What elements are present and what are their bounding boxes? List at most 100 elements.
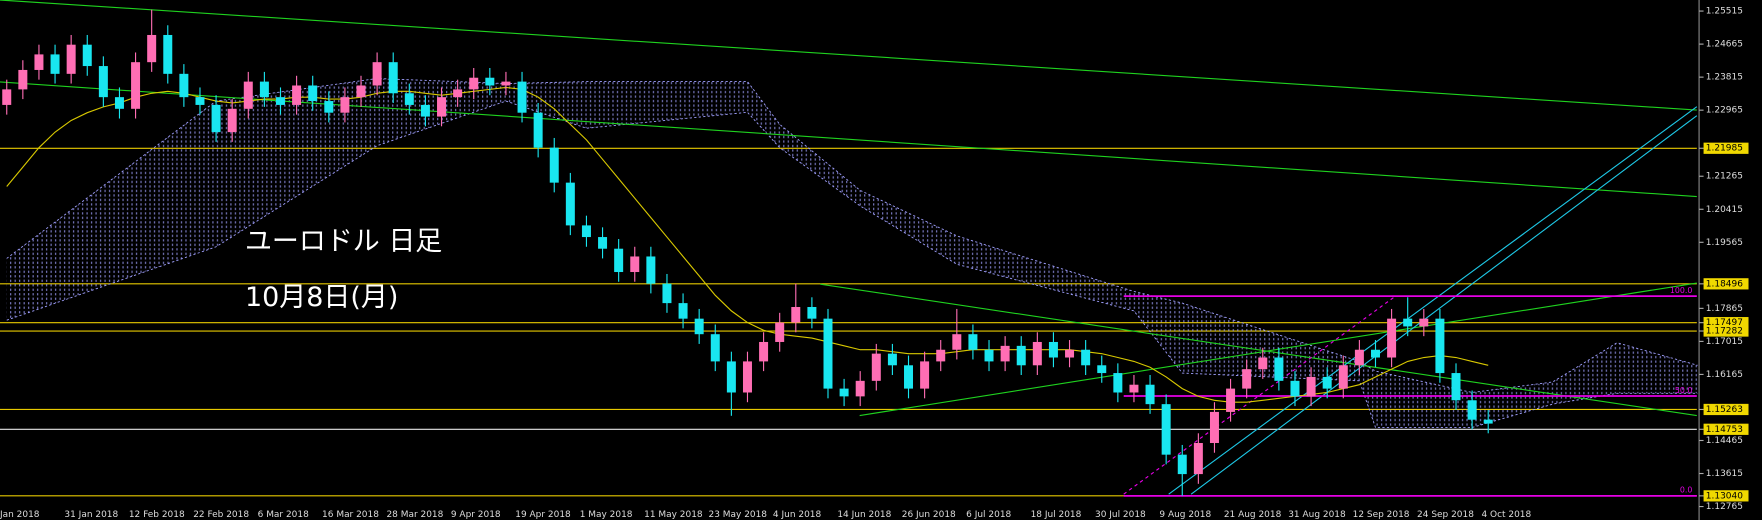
candle-body (1209, 411, 1219, 444)
candle-body (1081, 349, 1091, 366)
candle-body (565, 182, 575, 226)
candle-body (1097, 365, 1107, 374)
x-tick-label: 4 Oct 2018 (1481, 510, 1531, 520)
candle-body (340, 97, 350, 113)
candle-body (501, 81, 511, 86)
candle-body (18, 69, 28, 90)
x-tick-label: 11 May 2018 (644, 510, 703, 520)
cloud-lower (6, 100, 1698, 428)
x-tick-label: 16 Mar 2018 (322, 510, 379, 520)
y-tick-label: 1.14465 (1706, 436, 1743, 446)
candle-body (581, 225, 591, 238)
candle-body (179, 73, 189, 98)
candle-body (1290, 380, 1300, 397)
x-tick-label: 9 Aug 2018 (1159, 510, 1211, 520)
x-tick-label: 12 Sep 2018 (1353, 510, 1410, 520)
candle-body (1467, 400, 1477, 420)
x-tick-label: 30 Jul 2018 (1095, 510, 1146, 520)
y-tick-highlight (1703, 423, 1749, 435)
candle-body (50, 54, 60, 74)
candle-body (404, 93, 414, 105)
candle-body (388, 62, 398, 94)
candle-body (485, 77, 495, 86)
y-tick-label: 1.22965 (1706, 106, 1743, 116)
y-tick-label: 1.25515 (1706, 7, 1743, 17)
candle-body (66, 44, 76, 74)
y-tick-label: 1.16165 (1706, 370, 1743, 380)
candle-body (630, 256, 640, 273)
chart-title: ユーロドル 日足 (245, 226, 442, 257)
y-tick-label: 1.17282 (1706, 327, 1743, 337)
candle-body (694, 318, 704, 335)
candle-body (533, 112, 543, 148)
candle-body (131, 62, 141, 109)
x-tick-label: 6 Jul 2018 (966, 510, 1011, 520)
y-tick-label: 1.20415 (1706, 205, 1743, 215)
candle-body (1258, 357, 1268, 370)
x-tick-label: 9 Apr 2018 (451, 510, 501, 520)
candle-body (662, 283, 672, 304)
candle-body (807, 306, 817, 319)
candle-body (710, 334, 720, 362)
x-tick-label: 1 May 2018 (580, 510, 633, 520)
candle-body (147, 34, 157, 63)
candle-body (1306, 376, 1316, 397)
candle-body (1451, 373, 1461, 401)
candle-body (1129, 384, 1139, 393)
candle-body (1032, 341, 1042, 366)
candle-body (984, 349, 994, 362)
candle-body (936, 349, 946, 362)
candle-body (855, 380, 865, 397)
candle-body (1354, 349, 1364, 366)
candle-body (952, 334, 962, 350)
x-tick-label: 19 Apr 2018 (515, 510, 571, 520)
channel-line (1168, 106, 1698, 495)
y-tick-label: 1.19565 (1706, 238, 1743, 248)
candle-body (243, 81, 253, 109)
candle-body (211, 104, 221, 133)
candle-body (163, 34, 173, 74)
candle-body (678, 303, 688, 319)
candle-body (1274, 357, 1284, 381)
x-tick-label: 26 Jun 2018 (902, 510, 956, 520)
candle-body (275, 97, 285, 105)
x-tick-label: 23 May 2018 (709, 510, 768, 520)
x-tick-label: 6 Mar 2018 (258, 510, 309, 520)
x-tick-label: 31 Aug 2018 (1288, 510, 1346, 520)
y-tick-highlight (1703, 325, 1749, 337)
candle-body (904, 365, 914, 389)
candle-body (453, 89, 463, 98)
x-tick-label: 18 Jul 2018 (1031, 510, 1082, 520)
candle-body (1226, 388, 1236, 412)
y-tick-label: 1.13040 (1706, 491, 1743, 501)
candle-body (98, 66, 108, 98)
chart-subtitle: 10月8日(月) (245, 282, 398, 313)
fibo-line (1123, 297, 1394, 495)
candle-body (308, 85, 318, 102)
moving-average (6, 86, 1489, 403)
candle-body (469, 77, 479, 90)
candle-body (1000, 345, 1010, 362)
candle-body (839, 388, 849, 397)
candle-body (1193, 443, 1203, 475)
x-tick-label: 31 Jan 2018 (64, 510, 118, 520)
y-tick-highlight (1703, 317, 1749, 329)
candle-body (598, 237, 608, 249)
fibo-label: 50.0 (1675, 386, 1693, 395)
candle-body (292, 85, 302, 105)
candle-body (1483, 419, 1493, 424)
candle-body (82, 44, 92, 67)
fibo-label: 0.0 (1680, 486, 1693, 495)
candle-body (1048, 341, 1058, 358)
candle-body (887, 353, 897, 366)
y-tick-highlight (1703, 142, 1749, 154)
candle-body (324, 101, 334, 113)
candle-body (1161, 404, 1171, 455)
candle-body (549, 147, 559, 183)
cloud-fill (6, 78, 1698, 428)
x-tick-label: Jan 2018 (0, 510, 40, 520)
y-tick-label: 1.14753 (1706, 425, 1743, 435)
y-tick-label: 1.15263 (1706, 405, 1743, 415)
candle-body (420, 104, 430, 117)
